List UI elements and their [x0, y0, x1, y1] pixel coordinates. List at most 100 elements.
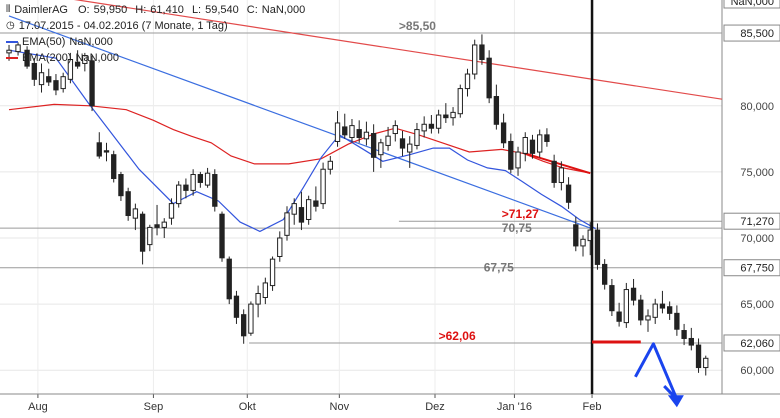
x-tick-label: Aug: [28, 401, 48, 413]
candle-down: [544, 134, 550, 142]
candle-down: [479, 44, 485, 60]
candle-down: [241, 314, 247, 337]
candle-down: [370, 133, 377, 158]
ema50-line: [8, 49, 596, 233]
candle-up: [255, 293, 261, 305]
y-tick-label: 70,000: [740, 233, 774, 245]
candle-up: [407, 143, 413, 153]
x-tick-label: Feb: [583, 401, 602, 413]
level-tag-label: 71,270: [740, 216, 774, 228]
candle-up: [320, 168, 326, 205]
candle-up: [450, 111, 456, 119]
candle-down: [443, 114, 449, 119]
ema50-value: NaN,000: [69, 36, 113, 48]
ema50-swatch: [6, 41, 18, 43]
candle-up: [334, 122, 341, 142]
candle-up: [204, 172, 211, 186]
candle-down: [197, 174, 204, 183]
trendline-blue: [8, 15, 593, 230]
ema200-swatch: [6, 57, 18, 59]
x-tick-label: Dez: [425, 401, 445, 413]
candle-up: [6, 49, 12, 54]
candle-up: [515, 151, 521, 169]
trendline-red: [73, 0, 723, 100]
candle-down: [551, 160, 557, 183]
candle-up: [414, 129, 420, 146]
x-tick-label: Sep: [144, 401, 164, 413]
candle-up: [652, 303, 658, 318]
close-label: C:: [246, 4, 258, 16]
y-tick-label: 80,000: [740, 101, 774, 113]
close-value: NaN,000: [261, 4, 306, 16]
level-tag-label: 85,500: [740, 28, 774, 40]
candle-down: [219, 213, 225, 259]
candle-down: [111, 154, 117, 179]
candle-up: [435, 114, 442, 129]
candle-down: [602, 263, 608, 285]
candle-down: [616, 311, 622, 322]
candle-up: [67, 58, 74, 80]
legend-ema50: EMA(50) NaN,000: [6, 34, 305, 50]
annotation-label: >71,27: [502, 207, 539, 221]
low-label: L:: [191, 4, 202, 16]
candle-up: [248, 303, 254, 334]
level-tag-box: [723, 212, 780, 230]
candle-down: [573, 224, 579, 247]
candle-up: [176, 184, 182, 205]
candle-down: [313, 200, 319, 207]
level-tag-label: 67,750: [740, 263, 774, 275]
candle-up: [580, 238, 586, 247]
candle-down: [226, 258, 232, 300]
candle-down: [96, 142, 102, 157]
candle-down: [399, 138, 406, 149]
y-tick-label: 65,000: [740, 299, 774, 311]
x-tick-label: Jan '16: [497, 401, 532, 413]
candle-down: [298, 207, 305, 223]
ema200-value: NaN,000: [75, 52, 119, 64]
candle-down: [139, 213, 146, 252]
candle-down: [666, 306, 673, 314]
candle-up: [392, 125, 398, 135]
last-price-tag: NaN,000: [731, 0, 774, 8]
candle-up: [161, 221, 167, 228]
candle-down: [565, 184, 572, 203]
instrument-name: DaimlerAG: [14, 4, 68, 16]
chart-legend: ⫴ DaimlerAG O: 59,950 H: 61,410 L: 59,54…: [6, 2, 305, 66]
candle-up: [385, 135, 391, 146]
last-price-tag-box: [723, 0, 780, 9]
candle-down: [125, 191, 131, 217]
annotation-label: >62,06: [439, 329, 476, 343]
candle-up: [82, 55, 88, 64]
open-label: O:: [78, 4, 90, 16]
candle-up: [284, 212, 290, 236]
candle-down: [659, 303, 666, 309]
candle-down: [529, 139, 536, 154]
candle-down: [695, 344, 702, 369]
high-label: H:: [135, 4, 147, 16]
annotation-label: 67,75: [484, 261, 514, 275]
clock-icon: ◷: [6, 20, 15, 31]
candle-down: [342, 126, 348, 136]
candle-down: [681, 330, 687, 339]
ema200-name: EMA(200): [22, 52, 72, 64]
candle-up: [623, 289, 630, 324]
candle-up: [464, 73, 471, 90]
candle-up: [262, 282, 269, 298]
candle-down: [24, 49, 30, 67]
candle-up: [291, 203, 297, 215]
candle-up: [558, 167, 565, 183]
open-value: 59,950: [93, 4, 128, 16]
candle-down: [638, 299, 644, 321]
candle-up: [269, 258, 276, 287]
annotation-label: >85,50: [399, 19, 436, 33]
candle-up: [277, 237, 283, 257]
candle-down: [508, 140, 514, 170]
low-value: 59,540: [205, 4, 239, 16]
candle-up: [472, 44, 478, 75]
candle-up: [327, 160, 333, 170]
level-tag-box: [723, 259, 780, 277]
candle-down: [493, 96, 500, 125]
date-range-row: ◷ 17.07.2015 - 04.02.2016 (7 Monate, 1 T…: [6, 18, 305, 34]
